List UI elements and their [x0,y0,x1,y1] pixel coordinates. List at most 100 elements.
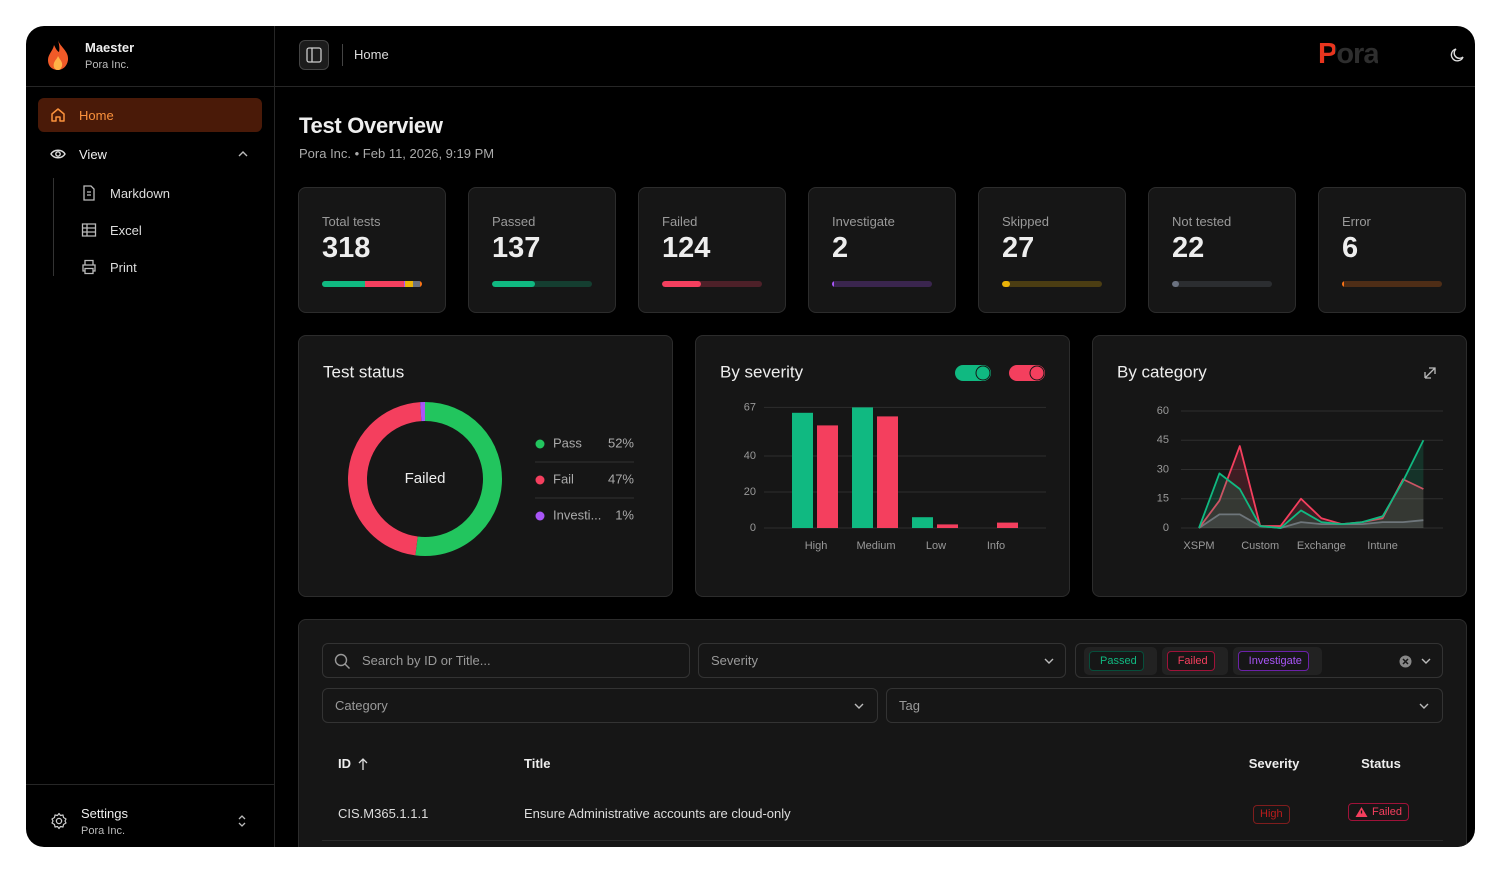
tag-select[interactable]: Tag [886,688,1443,723]
clear-icon[interactable] [1399,655,1412,668]
y-tick-label: 60 [1157,405,1169,417]
x-tick-label: Custom [1241,540,1279,552]
stat-card: Passed 137 [468,187,616,313]
legend-dot [535,511,545,521]
stat-card: Skipped 27 [978,187,1126,313]
chart-title: Test status [323,362,404,381]
chevron-up[interactable] [237,149,249,159]
chevron-down [1421,658,1431,664]
search-icon [334,653,350,669]
progress-track [492,281,592,287]
severity-badge: High [1253,805,1290,824]
page-subtitle: Pora Inc. • Feb 11, 2026, 9:19 PM [299,146,495,161]
x-tick-label: Medium [856,540,895,552]
home-icon [51,108,65,122]
subnav-label[interactable]: Markdown [110,186,170,201]
progress-track [1172,281,1272,287]
progress-segment [404,281,405,287]
nav-label: Home [79,108,114,123]
series-line [1198,439,1425,529]
theme-toggle[interactable] [1449,46,1467,64]
stat-card: Total tests 318 [298,187,446,313]
progress-bar [492,281,536,287]
row-divider [322,840,1443,841]
chart-title: By category [1117,362,1207,381]
toggle-icon [306,47,322,63]
stat-value: 2 [832,232,849,264]
category-select[interactable]: Category [322,688,878,723]
select-placeholder: Category [335,698,388,713]
progress-track [1002,281,1102,287]
status-text: Failed [1372,806,1402,818]
column-header[interactable]: Title [524,756,551,771]
cell-title[interactable]: Ensure Administrative accounts are cloud… [524,806,791,821]
y-tick-label: 40 [744,450,756,462]
chart-title: By severity [720,362,804,381]
area-fill [1199,514,1424,528]
page-title: Test Overview [299,113,443,138]
sidebar-footer-divider [26,784,275,785]
select-placeholder: Tag [899,698,920,713]
sidebar [26,26,275,847]
progress-bar [1342,281,1344,287]
legend-label: Pass [553,435,582,450]
status-chip: Investigate [1237,650,1309,671]
nav-label[interactable]: View [79,147,107,162]
x-tick-label: Info [987,540,1005,552]
y-tick-label: 30 [1157,463,1169,475]
search-placeholder: Search by ID or Title... [362,653,491,668]
stat-card: Error 6 [1318,187,1466,313]
view-icon [50,149,66,159]
column-header[interactable]: Status [1361,756,1401,771]
stat-card: Investigate 2 [808,187,956,313]
severity-select[interactable]: Severity [698,643,1066,678]
chip-group: Investigate [1232,646,1322,675]
gear-icon [51,812,67,830]
failed-icon [1355,807,1368,817]
donut-slice [348,402,422,556]
chevron-updown[interactable] [236,813,248,829]
status-badge: Failed [1348,803,1409,821]
progress-track [322,281,422,287]
settings-label[interactable]: Settings [81,806,128,821]
y-tick-label: 15 [1157,493,1169,505]
sidebar-toggle[interactable] [299,40,329,70]
status-chip: Failed [1166,650,1215,671]
markdown-icon [83,185,95,201]
legend-value: 47% [608,471,634,486]
chevron-down [1419,703,1429,709]
subnav-label[interactable]: Print [110,260,137,275]
progress-segment [420,281,422,287]
stat-label: Total tests [322,214,381,229]
settings-sub: Pora Inc. [81,825,126,837]
chevron-down [854,703,864,709]
x-tick-label: Exchange [1297,540,1346,552]
nav-home[interactable] [38,98,262,132]
column-header[interactable]: Severity [1248,756,1300,771]
expand-icon[interactable] [1424,367,1436,379]
excel-icon [81,223,97,237]
y-tick-label: 45 [1157,434,1169,446]
cell-id[interactable]: CIS.M365.1.1.1 [338,806,429,821]
progress-track [832,281,932,287]
status-select[interactable]: Passed Failed Investigate [1075,643,1443,678]
stat-value: 318 [322,232,371,264]
org-logo [48,40,69,70]
chip-label: Passed [1100,654,1137,667]
breadcrumb[interactable]: Home [354,47,389,62]
bar [912,517,933,528]
chip-label: Investigate [1248,654,1302,667]
donut-center-label: Failed [405,470,446,487]
search-input[interactable]: Search by ID or Title... [322,643,690,678]
brand-logo: Pora [1318,38,1379,70]
y-tick-label: 20 [744,486,756,498]
subnav-label[interactable]: Excel [110,223,142,238]
toggle-knob [975,365,991,381]
legend-value: 1% [615,507,634,522]
chip-group: Passed [1084,646,1157,675]
org-name: Maester [85,40,135,55]
stat-value: 137 [492,232,541,264]
stat-label: Skipped [1002,214,1049,229]
category-card: By category 0 15 30 45 60 XSPM Custom Exchange I… [1092,335,1467,597]
column-header[interactable]: ID [338,756,351,771]
